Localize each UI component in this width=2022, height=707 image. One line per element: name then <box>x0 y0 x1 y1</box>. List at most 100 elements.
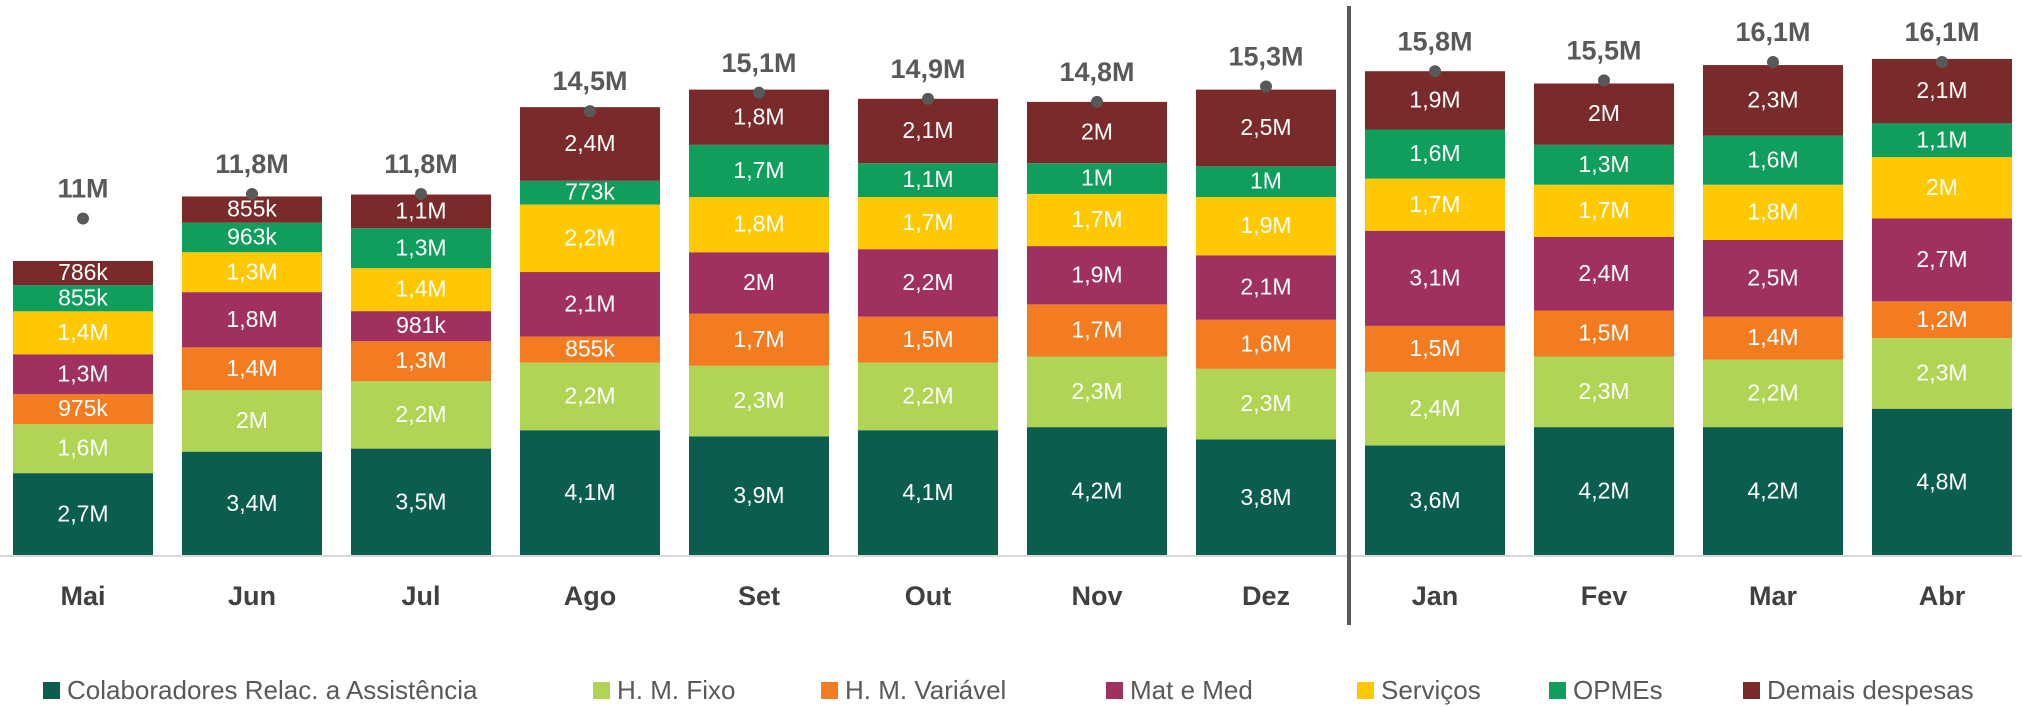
bar-segment <box>689 313 829 366</box>
legend-swatch <box>593 682 610 699</box>
total-label: 11,8M <box>215 149 289 179</box>
x-tick-label: Nov <box>1071 581 1122 611</box>
legend-swatch <box>1106 682 1123 699</box>
bar-segment <box>1196 439 1336 556</box>
bar-segment <box>1365 445 1505 556</box>
bar-segment <box>1196 319 1336 369</box>
bar-segment <box>1872 218 2012 302</box>
bar-segment <box>858 98 998 164</box>
bar-segment <box>689 252 829 314</box>
x-tick-label: Set <box>738 581 780 611</box>
total-label: 11,8M <box>384 149 458 179</box>
total-label: 14,8M <box>1059 57 1134 87</box>
bar-segment <box>182 390 322 452</box>
legend-label: Serviços <box>1381 675 1481 705</box>
segment-label: 1,3M <box>57 360 108 386</box>
segment-label: 3,5M <box>395 488 446 514</box>
bar-segment <box>351 341 491 382</box>
total-label: 11M <box>57 174 108 204</box>
bar-segment <box>182 347 322 391</box>
segment-label: 975k <box>58 395 108 421</box>
bar-segment <box>1703 359 1843 428</box>
segment-label: 2,3M <box>733 387 784 413</box>
x-tick-label: Abr <box>1919 581 1966 611</box>
total-dot <box>1091 95 1103 108</box>
segment-label: 1,3M <box>226 258 277 284</box>
segment-label: 2,3M <box>1916 360 1967 386</box>
bar-segment <box>182 292 322 348</box>
segment-label: 2,1M <box>1916 77 1967 103</box>
total-label: 14,5M <box>552 66 627 96</box>
segment-label: 3,9M <box>733 482 784 508</box>
segment-label: 1,7M <box>902 209 953 235</box>
total-label: 14,9M <box>890 54 965 84</box>
bar-segment <box>351 381 491 449</box>
total-dot <box>1429 65 1441 78</box>
segment-label: 1,8M <box>733 103 784 129</box>
bar-segment <box>1027 246 1167 305</box>
segment-label: 2M <box>1926 174 1958 200</box>
total-label: 15,5M <box>1566 36 1641 66</box>
bar-segment <box>1196 368 1336 440</box>
segment-label: 2,1M <box>902 117 953 143</box>
segment-label: 1,3M <box>395 347 446 373</box>
segment-label: 1,8M <box>733 211 784 237</box>
segment-label: 2,1M <box>1240 274 1291 300</box>
segment-label: 2,3M <box>1578 378 1629 404</box>
bar-segment <box>1027 427 1167 556</box>
bar-segment <box>1196 197 1336 256</box>
segment-label: 1M <box>1250 168 1282 194</box>
bar-segment <box>1872 408 2012 556</box>
segment-label: 1,7M <box>1071 317 1122 343</box>
x-tick-label: Out <box>905 581 952 611</box>
bar-segment <box>1872 157 2012 219</box>
segment-label: 1,5M <box>1578 320 1629 346</box>
legend-swatch <box>43 682 60 699</box>
total-dot <box>1767 56 1779 68</box>
total-label: 15,1M <box>721 48 796 78</box>
bar-segment <box>520 272 660 337</box>
total-dot <box>246 187 258 200</box>
segment-label: 1,9M <box>1240 212 1291 238</box>
segment-label: 3,6M <box>1409 487 1460 513</box>
segment-label: 2,2M <box>902 383 953 409</box>
segment-label: 1,5M <box>1409 335 1460 361</box>
segment-label: 2M <box>1081 119 1113 145</box>
segment-label: 2,2M <box>1747 379 1798 405</box>
segment-label: 2,2M <box>564 383 615 409</box>
segment-label: 2,3M <box>1240 390 1291 416</box>
bar-segment <box>1534 184 1674 237</box>
segment-label: 2,4M <box>1578 260 1629 286</box>
bar-segment <box>1365 325 1505 372</box>
bar-segment <box>1534 427 1674 556</box>
segment-label: 1,4M <box>57 319 108 345</box>
bar-segment <box>182 451 322 556</box>
bar-segment <box>1534 356 1674 428</box>
bar-segment <box>1027 356 1167 428</box>
bar-segment <box>1196 166 1336 198</box>
segment-label: 2,5M <box>1747 264 1798 290</box>
total-dot <box>77 212 89 225</box>
total-label: 16,1M <box>1735 17 1810 47</box>
bar-segment <box>13 260 153 286</box>
segment-label: 2,1M <box>564 290 615 316</box>
segment-label: 2,5M <box>1240 114 1291 140</box>
segment-label: 1,3M <box>1578 151 1629 177</box>
legend-label: Colaboradores Relac. a Assistência <box>67 675 478 705</box>
x-tick-label: Mai <box>60 581 105 611</box>
bar-segment <box>1703 239 1843 317</box>
segment-label: 2,3M <box>1071 378 1122 404</box>
total-dot <box>1598 74 1610 87</box>
segment-label: 1,4M <box>1747 324 1798 350</box>
bar-segment <box>689 197 829 253</box>
total-label: 15,8M <box>1397 26 1472 56</box>
x-tick-label: Jun <box>228 581 276 611</box>
bar-segment <box>1534 310 1674 357</box>
segment-label: 1,1M <box>1916 126 1967 152</box>
total-label: 16,1M <box>1904 17 1979 47</box>
segment-label: 1M <box>1081 165 1113 191</box>
segment-label: 1,9M <box>1071 261 1122 287</box>
segment-label: 3,8M <box>1240 484 1291 510</box>
bar-segment <box>182 222 322 253</box>
